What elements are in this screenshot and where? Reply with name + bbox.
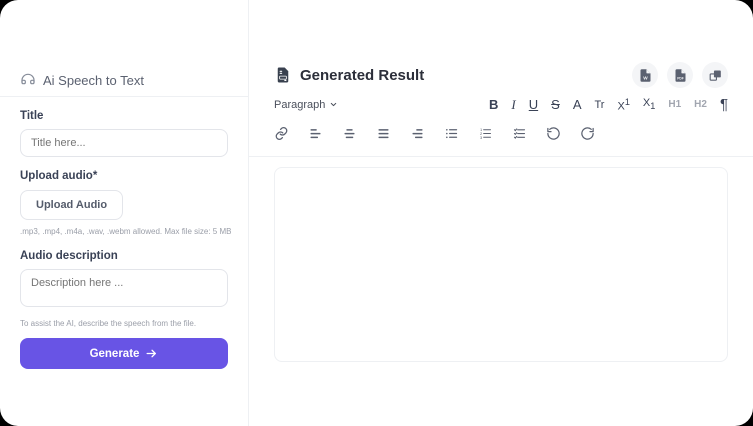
svg-text:W: W: [643, 75, 648, 80]
svg-text:3: 3: [480, 135, 483, 140]
svg-text:PDF: PDF: [677, 76, 684, 80]
